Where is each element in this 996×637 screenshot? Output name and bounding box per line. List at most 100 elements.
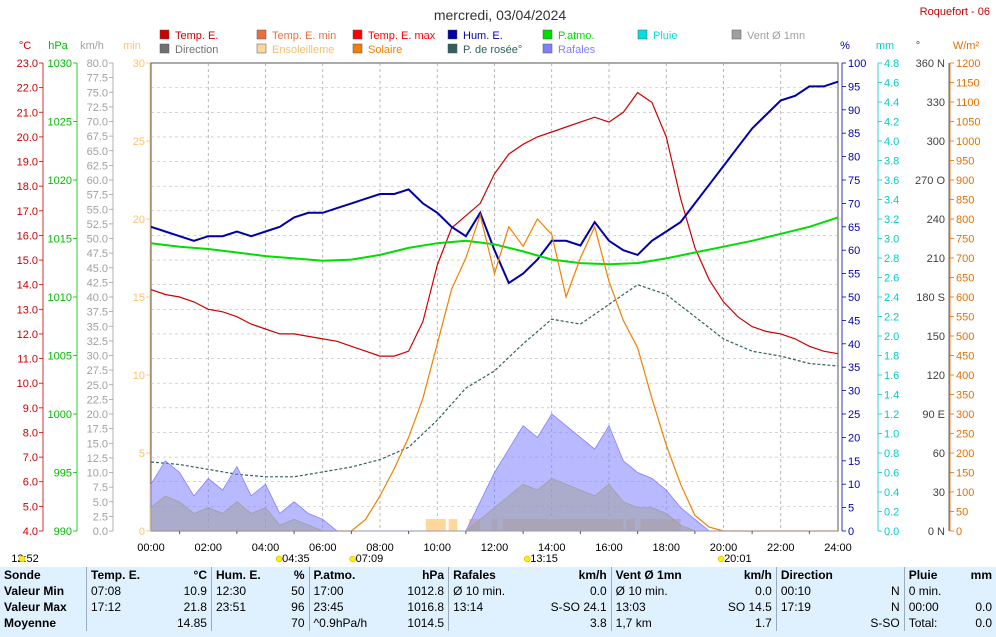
wind-axis: 27.5 [87, 365, 108, 377]
summary-cell: 12:30 [210, 583, 281, 599]
summary-header-row: Sonde Temp. E. °C Hum. E.% P.atmo. hPa Rafales… [0, 567, 996, 583]
wind-axis: 45.0 [87, 263, 108, 275]
summary-cell [448, 615, 528, 631]
summary-cell: Ø 10 min. [448, 583, 528, 599]
summary-cell: Rafales [448, 567, 528, 583]
x-tick-label: 24:00 [824, 542, 852, 554]
temp-axis: 7.0 [23, 452, 38, 464]
summary-cell: 0.0 [975, 600, 992, 614]
hum-axis: 90 [848, 105, 860, 117]
solar-axis: 1000 [956, 136, 980, 148]
temp-axis: 16.0 [17, 230, 38, 242]
dir-tick-label: 210 [927, 253, 945, 265]
rain-axis: 1.8 [884, 351, 899, 363]
x-tick-label: 10:00 [423, 542, 451, 554]
summary-cell: 00:00 [903, 599, 958, 615]
summary-cell: 17:12 [86, 599, 162, 615]
wind-axis: 30.0 [87, 351, 108, 363]
summary-cell: N [891, 600, 900, 614]
legend: Temp. E. Temp. E. min Temp. E. max Hum. E. P… [159, 29, 805, 56]
summary-cell: N [891, 584, 900, 598]
summary-cell: % [293, 568, 305, 582]
rain-axis: 3.0 [884, 234, 899, 246]
temp-axis: 12.0 [17, 329, 38, 341]
patmo-axis: 995 [54, 468, 72, 480]
wind-axis: 77.5 [87, 73, 108, 85]
solar-axis: 1200 [956, 58, 980, 70]
patmo-axis: 1015 [48, 234, 72, 246]
hum-axis: 25 [848, 409, 860, 421]
patmo-axis: 990 [54, 526, 72, 538]
summary-cell: 0 min. [903, 583, 958, 599]
solar-axis: 0 [956, 526, 962, 538]
hum-axis: 100 [848, 58, 866, 70]
summary-cell: 96 [291, 600, 305, 614]
legend-swatch [731, 29, 742, 40]
solar-axis: 1150 [956, 78, 980, 90]
summary-row: Valeur Min 07:08 10.9 12:30 50 17:00 1012.8 Ø 1… [0, 583, 996, 599]
dir-tick-label: 270 O [915, 175, 945, 187]
rain-axis: 1.4 [884, 390, 899, 402]
wind-axis: 52.5 [87, 219, 108, 231]
summary-cell: Valeur Min [4, 584, 65, 598]
time-marker-label: 20:01 [724, 553, 752, 565]
wind-axis: 37.5 [87, 307, 108, 319]
temp-axis: 9.0 [23, 403, 38, 415]
solar-axis: 250 [956, 429, 974, 441]
dir-tick-label: 360 N [916, 58, 945, 70]
rain-axis: 3.6 [884, 175, 899, 187]
summary-cell: 21.8 [183, 600, 207, 614]
series-temp-e- [150, 91, 839, 357]
temp-axis: 13.0 [17, 304, 38, 316]
summary-cell: 1016.8 [407, 600, 445, 614]
summary-cell: km/h [578, 568, 607, 582]
summary-cell: km/h [743, 568, 772, 582]
wind-axis: 15.0 [87, 438, 108, 450]
legend-label: Vent Ø 1mn [747, 30, 805, 42]
solar-axis: 150 [956, 468, 974, 480]
legend-label: Temp. E. max [368, 30, 436, 42]
summary-cell: 07:08 [86, 583, 162, 599]
hum-axis: 85 [848, 128, 860, 140]
series-p-atmo- [150, 216, 839, 266]
wind-axis: 22.5 [87, 394, 108, 406]
hum-axis: 75 [848, 175, 860, 187]
dir-tick-label: 300 [927, 136, 945, 148]
x-tick-label: 00:00 [137, 542, 165, 554]
hum-axis: 10 [848, 479, 860, 491]
hum-axis: 45 [848, 315, 860, 327]
wind-axis: 67.5 [87, 131, 108, 143]
summary-cell: 10.9 [183, 584, 207, 598]
summary-cell: 1,7 km [610, 615, 709, 631]
solar-axis: 200 [956, 448, 974, 460]
min-axis: 10 [133, 370, 145, 382]
dir-tick-label: 60 [933, 448, 945, 460]
x-tick-label: 04:00 [252, 542, 280, 554]
patmo-axis: 1005 [48, 351, 72, 363]
axis-unit: min [123, 40, 141, 52]
x-tick-label: 02:00 [194, 542, 222, 554]
wind-axis: 62.5 [87, 160, 108, 172]
legend-label: Direction [175, 44, 218, 56]
summary-cell [958, 583, 996, 599]
legend-label: Ensoleilleme [272, 44, 334, 56]
chart-title: mercredi, 03/04/2024 [434, 7, 567, 23]
rain-axis: 0.6 [884, 468, 899, 480]
sun-icon [349, 555, 356, 563]
rain-axis: 4.4 [884, 97, 899, 109]
solar-axis: 800 [956, 214, 974, 226]
time-marker-label: 07:09 [356, 553, 384, 565]
solar-axis: 700 [956, 253, 974, 265]
rain-axis: 3.4 [884, 195, 899, 207]
summary-cell: Temp. E. [86, 567, 162, 583]
hum-axis: 80 [848, 152, 860, 164]
solar-axis: 300 [956, 409, 974, 421]
summary-cell: 00:10 [775, 583, 856, 599]
rain-axis: 4.2 [884, 117, 899, 129]
wind-axis: 2.5 [93, 511, 108, 523]
temp-axis: 23.0 [17, 58, 38, 70]
solar-axis: 650 [956, 273, 974, 285]
wind-axis: 72.5 [87, 102, 108, 114]
summary-cell: 1014.5 [407, 616, 445, 630]
summary-cell: 23:45 [308, 599, 390, 615]
